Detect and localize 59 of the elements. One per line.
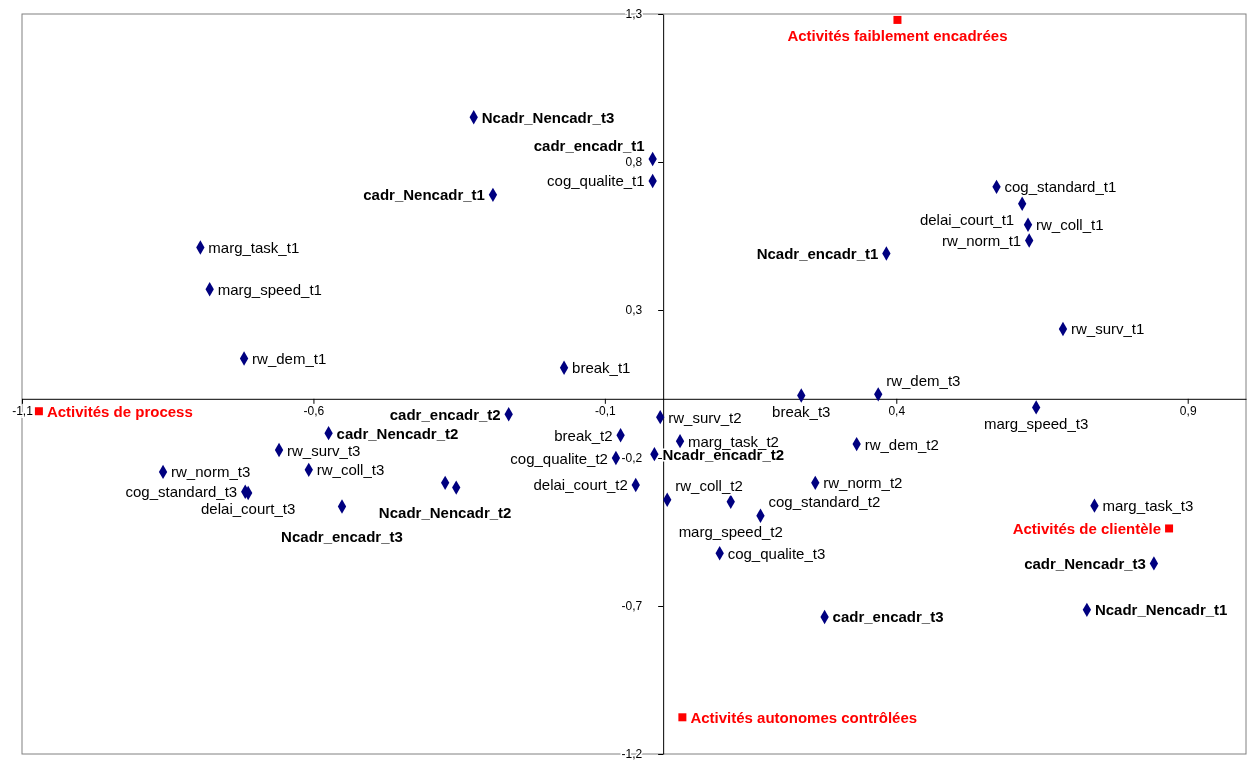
x-tick-label: 0,9 <box>1179 404 1197 419</box>
y-tick-label: 0,3 <box>625 303 643 318</box>
annotation: cog_standard_t3 <box>125 483 238 501</box>
point <box>1165 524 1174 533</box>
annotation: rw_coll_t1 <box>1036 216 1104 234</box>
annotation: rw_dem_t1 <box>252 350 327 368</box>
annotation: delai_court_t1 <box>919 211 1015 229</box>
y-tick-label: -0,7 <box>621 599 643 614</box>
annotation: delai_court_t2 <box>533 476 628 494</box>
annotation: cog_qualite_t1 <box>547 172 645 190</box>
annotation: Activités de process <box>46 402 193 420</box>
point <box>893 15 902 24</box>
annotation: marg_task_t1 <box>208 239 300 257</box>
annotation: marg_task_t3 <box>1102 497 1194 515</box>
annotation: cog_qualite_t2 <box>510 449 608 467</box>
x-tick-label: -0,1 <box>595 404 617 419</box>
annotation: rw_norm_t2 <box>823 474 903 492</box>
y-tick-label: 0,8 <box>625 155 643 170</box>
annotation: Activités faiblement encadrées <box>787 27 1008 45</box>
annotation: marg_speed_t2 <box>678 523 783 541</box>
annotation: cadr_Nencadr_t3 <box>1024 554 1146 572</box>
annotation: cadr_Nencadr_t2 <box>336 424 459 442</box>
annotation: rw_coll_t3 <box>316 461 385 479</box>
annotation: Ncadr_encadr_t3 <box>281 528 403 546</box>
annotation: rw_dem_t3 <box>886 371 961 389</box>
annotation: cadr_encadr_t2 <box>389 405 501 423</box>
annotation: break_t3 <box>772 403 831 421</box>
annotation: rw_dem_t2 <box>864 435 939 453</box>
annotation: Activités autonomes contrôlées <box>690 708 918 726</box>
x-tick-label: -0,6 <box>303 404 325 419</box>
annotation: rw_coll_t2 <box>675 477 743 495</box>
y-tick-label: -1,2 <box>621 747 643 762</box>
annotation: rw_norm_t3 <box>171 463 251 481</box>
annotation: cog_standard_t1 <box>1004 178 1117 196</box>
annotation: Ncadr_Nencadr_t1 <box>1094 601 1228 619</box>
annotation: cog_standard_t2 <box>768 493 881 511</box>
annotation: break_t1 <box>572 359 631 377</box>
annotation: rw_norm_t1 <box>941 231 1022 249</box>
annotation: rw_surv_t2 <box>668 408 742 426</box>
y-tick-label: -0,2 <box>621 451 643 466</box>
annotation: cadr_encadr_t1 <box>533 136 645 154</box>
point <box>34 407 43 416</box>
annotation: cadr_encadr_t3 <box>832 608 944 626</box>
annotation: rw_surv_t1 <box>1070 320 1145 338</box>
annotation: Ncadr_Nencadr_t2 <box>378 504 512 522</box>
annotation: marg_speed_t1 <box>217 280 322 298</box>
y-tick-label: 1,3 <box>625 7 643 22</box>
annotation: Ncadr_Nencadr_t3 <box>481 108 615 126</box>
annotation: Ncadr_encadr_t1 <box>756 244 879 262</box>
annotation: marg_speed_t3 <box>984 414 1089 432</box>
annotation: break_t2 <box>554 426 613 444</box>
annotation: delai_court_t3 <box>201 500 296 518</box>
x-tick-label: 0,4 <box>888 404 906 419</box>
x-tick-label: -1,1 <box>12 404 34 419</box>
annotation: cadr_Nencadr_t1 <box>363 186 485 204</box>
annotation: rw_surv_t3 <box>287 441 361 459</box>
annotation: cog_qualite_t3 <box>727 544 826 562</box>
point <box>678 713 687 722</box>
annotation: Activités de clientèle <box>1012 519 1162 537</box>
